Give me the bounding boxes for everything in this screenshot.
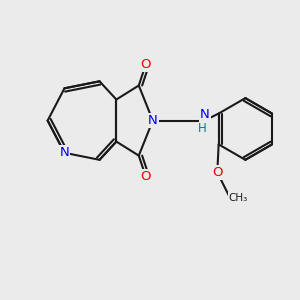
Text: N: N	[148, 114, 158, 127]
Text: N: N	[60, 146, 69, 159]
Text: O: O	[140, 170, 151, 183]
Text: O: O	[140, 58, 151, 71]
Text: CH₃: CH₃	[229, 193, 248, 203]
Text: H: H	[197, 122, 206, 136]
Text: N: N	[200, 108, 210, 121]
Text: O: O	[212, 166, 223, 179]
